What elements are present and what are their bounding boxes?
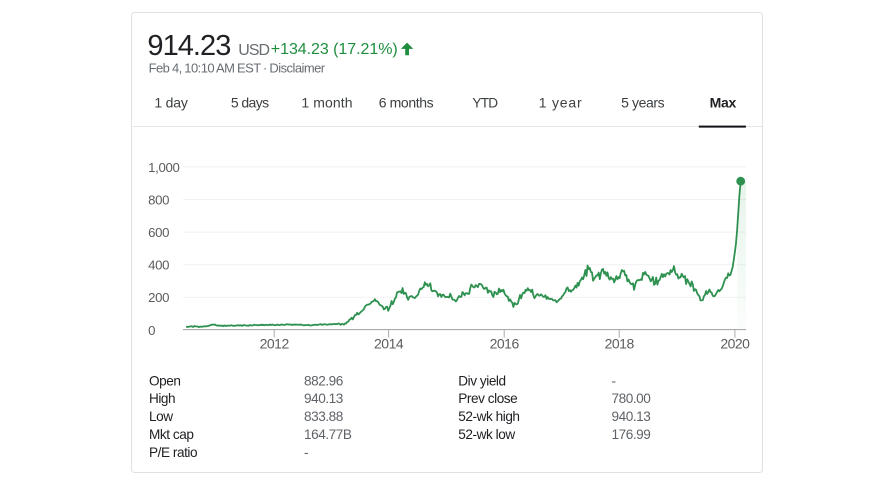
svg-text:High: High — [149, 391, 175, 406]
svg-text:0: 0 — [148, 323, 155, 338]
svg-text:1,000: 1,000 — [148, 160, 180, 175]
svg-text:914.23: 914.23 — [147, 30, 230, 62]
svg-text:-: - — [304, 445, 308, 460]
svg-text:Feb 4, 10:10 AM EST · Disclaim: Feb 4, 10:10 AM EST · Disclaimer — [149, 61, 326, 76]
svg-text:5 years: 5 years — [621, 95, 665, 111]
svg-text:Low: Low — [149, 409, 173, 424]
svg-text:USD: USD — [238, 42, 269, 59]
svg-text:2012: 2012 — [260, 336, 290, 352]
svg-text:176.99: 176.99 — [612, 427, 651, 442]
svg-text:5 days: 5 days — [231, 95, 269, 111]
svg-text:800: 800 — [148, 192, 169, 207]
svg-text:600: 600 — [148, 225, 169, 240]
svg-text:P/E ratio: P/E ratio — [149, 445, 197, 460]
svg-text:780.00: 780.00 — [612, 391, 652, 406]
svg-text:YTD: YTD — [472, 96, 498, 111]
svg-text:-: - — [612, 373, 616, 388]
svg-text:940.13: 940.13 — [304, 391, 343, 406]
svg-text:Div yield: Div yield — [458, 373, 505, 388]
svg-text:2018: 2018 — [605, 336, 635, 352]
svg-text:833.88: 833.88 — [304, 409, 343, 424]
svg-text:400: 400 — [148, 258, 169, 273]
svg-text:Max: Max — [710, 95, 737, 111]
svg-text:940.13: 940.13 — [612, 409, 651, 424]
svg-text:2016: 2016 — [490, 336, 520, 352]
svg-text:Prev close: Prev close — [458, 391, 517, 406]
svg-text:52-wk high: 52-wk high — [458, 409, 519, 424]
svg-text:164.77B: 164.77B — [304, 427, 352, 442]
svg-text:6 months: 6 months — [379, 95, 434, 111]
svg-text:882.96: 882.96 — [304, 373, 343, 388]
svg-text:52-wk low: 52-wk low — [458, 427, 515, 442]
svg-text:2014: 2014 — [374, 336, 404, 352]
svg-text:1 year: 1 year — [539, 95, 583, 111]
svg-text:1 day: 1 day — [154, 95, 187, 111]
svg-text:200: 200 — [148, 290, 169, 305]
svg-text:Mkt cap: Mkt cap — [149, 427, 193, 442]
svg-text:+134.23 (17.21%): +134.23 (17.21%) — [271, 41, 398, 58]
svg-text:2020: 2020 — [720, 336, 750, 352]
svg-text:1 month: 1 month — [301, 95, 352, 111]
svg-text:Open: Open — [149, 373, 180, 388]
